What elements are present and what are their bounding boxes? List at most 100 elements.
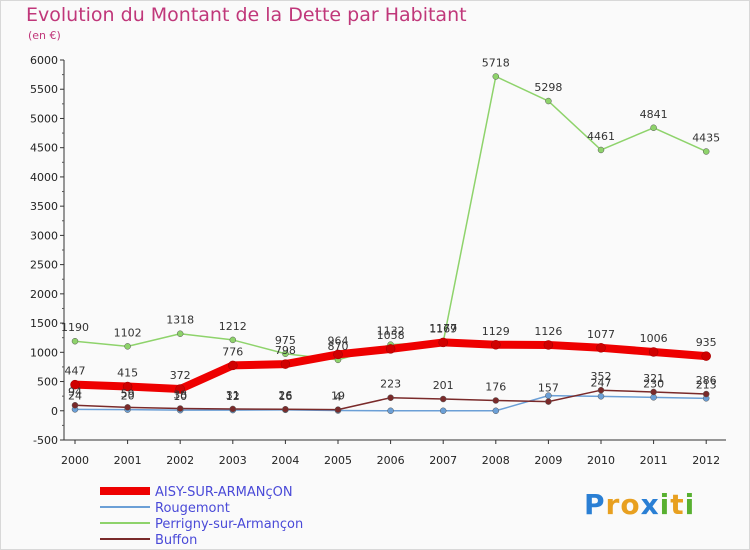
data-label: 4435 (692, 131, 720, 144)
data-point (702, 148, 710, 155)
series-lines (71, 75, 711, 412)
data-label: 247 (591, 376, 612, 389)
data-label: 1169 (429, 322, 457, 335)
series-points (70, 73, 711, 415)
data-label: 16 (278, 390, 292, 403)
x-tick-label: 2005 (324, 454, 352, 467)
data-point (122, 381, 133, 392)
proxiti-logo: Proxiti (584, 488, 695, 521)
y-tick-label: 6000 (30, 54, 58, 67)
data-label: 1190 (61, 321, 89, 334)
data-label: 776 (222, 345, 243, 358)
legend-label: AISY-SUR-ARMANçON (155, 485, 293, 500)
data-point (491, 340, 501, 350)
data-label: 1212 (219, 320, 247, 333)
x-tick-label: 2001 (114, 454, 142, 467)
data-label: 38 (173, 389, 187, 402)
data-label: 4841 (640, 108, 668, 121)
data-point (229, 336, 237, 344)
logo-letter: o (620, 488, 641, 521)
data-point (124, 404, 131, 411)
data-label: 1177 (429, 322, 457, 335)
x-tick-label: 2000 (61, 454, 89, 467)
y-tick-label: 3000 (30, 229, 58, 242)
data-point (439, 407, 447, 415)
x-tick-label: 2012 (692, 454, 720, 467)
x-tick-label: 2004 (271, 454, 299, 467)
data-point (701, 351, 711, 361)
data-point (71, 402, 79, 409)
data-point (385, 344, 396, 354)
data-point (280, 359, 291, 369)
data-point (438, 337, 448, 348)
data-label: 870 (328, 340, 349, 353)
data-point (492, 397, 500, 404)
data-point (543, 340, 554, 350)
y-tick-label: 5000 (30, 112, 58, 125)
data-label: 935 (696, 336, 717, 349)
data-label: 447 (65, 365, 86, 378)
y-tick-label: 1500 (30, 317, 58, 330)
data-label: 5298 (534, 81, 562, 94)
data-label: 24 (68, 389, 82, 402)
data-label: 20 (121, 390, 135, 403)
legend: AISY-SUR-ARMANçONRougemontPerrigny-sur-A… (100, 485, 303, 548)
data-label: 286 (696, 374, 717, 387)
data-label: 230 (643, 377, 664, 390)
data-label: 1077 (587, 328, 615, 341)
x-tick-label: 2006 (377, 454, 405, 467)
data-label: 1006 (640, 332, 668, 345)
x-tick-label: 2003 (219, 454, 247, 467)
data-label: 19 (331, 390, 345, 403)
x-tick-label: 2002 (166, 454, 194, 467)
data-point (545, 398, 552, 405)
y-tick-label: 1000 (30, 346, 58, 359)
axes: -500050010001500200025003000350040004500… (30, 54, 726, 467)
data-label: 415 (117, 367, 138, 380)
legend-label: Buffon (155, 533, 197, 548)
x-tick-label: 2008 (482, 454, 510, 467)
data-point (176, 405, 184, 412)
legend-label: Perrigny-sur-Armançon (155, 517, 303, 532)
data-point (492, 73, 500, 80)
data-point (175, 384, 185, 394)
data-point (650, 124, 657, 132)
data-label: 964 (328, 334, 349, 347)
data-point (545, 97, 552, 105)
data-label: 12 (226, 390, 240, 403)
data-point (282, 405, 289, 413)
y-tick-label: 5500 (30, 83, 58, 96)
y-tick-label: 4000 (30, 171, 58, 184)
data-point (333, 349, 343, 360)
data-point (492, 407, 500, 415)
logo-letter: r (605, 488, 621, 521)
y-tick-label: -500 (33, 434, 58, 447)
y-tick-label: 2500 (30, 259, 58, 272)
data-label: 59 (121, 387, 135, 400)
y-tick-label: 500 (37, 376, 58, 389)
data-point (702, 390, 710, 398)
data-label: 213 (696, 378, 717, 391)
data-label: 5718 (482, 56, 510, 69)
chart-title: Evolution du Montant de la Dette par Hab… (26, 4, 467, 26)
data-label: 157 (538, 382, 559, 395)
data-point (71, 337, 79, 345)
data-label: 10 (173, 390, 187, 403)
data-point (282, 350, 289, 358)
legend-label: Rougemont (155, 501, 230, 516)
data-label: 1318 (166, 314, 194, 327)
data-label: 1058 (377, 329, 405, 342)
y-tick-label: 2000 (30, 288, 58, 301)
data-label: 31 (226, 389, 240, 402)
logo-letter: i (684, 488, 696, 521)
data-label: 798 (275, 344, 296, 357)
data-label: 4 (335, 391, 342, 404)
data-label: 223 (380, 378, 401, 391)
data-point (124, 343, 131, 350)
data-point (650, 388, 657, 396)
data-point (176, 330, 184, 337)
data-label: 352 (591, 370, 612, 383)
data-label: 1132 (377, 325, 405, 338)
